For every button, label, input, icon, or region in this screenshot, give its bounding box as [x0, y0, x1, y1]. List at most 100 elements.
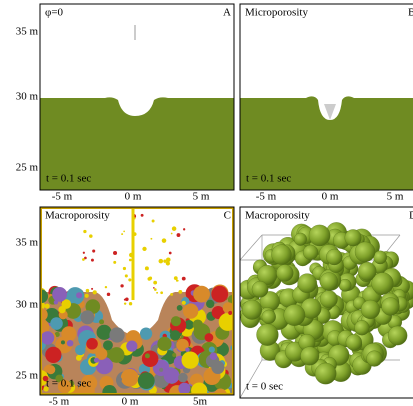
particle — [108, 347, 125, 363]
particle — [40, 289, 49, 304]
y-tick-label: 30 m — [16, 91, 39, 103]
panel-title: Macroporosity — [45, 210, 110, 222]
ejecta — [168, 251, 172, 255]
panel-d — [240, 207, 413, 398]
sphere — [360, 299, 381, 320]
particle — [193, 285, 210, 303]
ejecta — [104, 285, 108, 289]
panel-frame — [39, 206, 235, 396]
particle — [191, 382, 208, 395]
sphere — [319, 290, 338, 309]
ejecta — [94, 290, 97, 293]
particle — [77, 382, 95, 395]
ejecta — [113, 250, 118, 255]
particle — [203, 291, 209, 296]
particle — [57, 379, 72, 394]
particle — [206, 299, 215, 309]
panel-frame — [39, 3, 235, 191]
ejecta — [165, 261, 170, 266]
ejecta — [89, 234, 93, 238]
particle — [178, 382, 191, 395]
panel-title: Microporosity — [245, 7, 308, 19]
sphere — [354, 241, 376, 263]
ejecta — [128, 302, 133, 306]
ejecta — [171, 226, 177, 231]
x-tick-label: 5m — [193, 396, 208, 406]
particle — [141, 350, 159, 367]
ejecta — [166, 257, 171, 263]
frame — [40, 207, 234, 395]
title-bg — [42, 209, 122, 221]
time-label: t = 0.1 sec — [46, 173, 91, 185]
x-tick-label: 5 m — [387, 191, 404, 203]
ejecta — [83, 229, 87, 234]
particle — [178, 372, 188, 383]
ejecta — [121, 233, 124, 236]
particle — [44, 303, 50, 309]
ejecta — [176, 233, 181, 237]
sphere — [283, 304, 306, 326]
sphere — [326, 248, 343, 266]
ejecta — [123, 298, 126, 301]
title-bg — [42, 6, 122, 18]
particle — [222, 302, 234, 314]
panel-c — [40, 207, 234, 395]
sphere — [261, 309, 276, 324]
particle — [204, 333, 214, 342]
panel-letter: B — [408, 7, 413, 19]
particle — [75, 355, 82, 361]
particle — [218, 312, 234, 331]
ejecta — [173, 276, 178, 281]
y-tick-label: 25 m — [16, 162, 39, 174]
ejecta — [85, 288, 90, 293]
particle — [117, 377, 123, 382]
panel-letter: A — [223, 7, 231, 19]
particle — [159, 367, 164, 372]
time-label: t = 0 sec — [246, 381, 283, 393]
ejecta — [82, 251, 85, 254]
ejecta — [151, 219, 155, 223]
ejecta — [161, 238, 167, 243]
particle — [163, 367, 180, 384]
particle — [185, 347, 190, 352]
sphere — [300, 346, 320, 366]
sphere — [344, 229, 362, 247]
sphere — [314, 362, 337, 385]
particle — [75, 344, 86, 356]
y-tick-label: 25 m — [16, 370, 39, 382]
time-label: t = 0.1 sec — [246, 173, 291, 185]
panel-title: φ=0 — [45, 7, 64, 19]
particle — [126, 340, 138, 352]
particle — [169, 330, 181, 341]
particle — [60, 340, 65, 345]
ejecta — [144, 266, 149, 271]
particle — [54, 331, 60, 337]
particle — [46, 365, 56, 375]
ejecta — [154, 288, 157, 291]
crater-fill — [324, 104, 336, 120]
panel-letter: D — [409, 210, 413, 222]
particle — [137, 372, 155, 390]
ejecta — [150, 237, 153, 240]
box-edge — [240, 234, 263, 261]
panel-frame — [239, 206, 413, 399]
ejecta — [160, 291, 164, 295]
particle — [40, 331, 55, 345]
particle — [208, 346, 215, 353]
sphere — [366, 350, 383, 367]
sphere — [251, 281, 269, 298]
particle — [99, 319, 105, 325]
sphere — [354, 320, 370, 336]
particle — [55, 374, 64, 383]
particle — [42, 375, 49, 382]
ejecta — [147, 277, 152, 281]
ejecta — [125, 297, 129, 302]
sphere — [271, 244, 292, 265]
particle — [96, 324, 112, 340]
sphere — [297, 273, 318, 294]
particle — [103, 340, 113, 351]
sphere — [357, 262, 377, 281]
sphere — [293, 232, 307, 246]
particle — [172, 352, 177, 358]
particle — [86, 338, 98, 350]
